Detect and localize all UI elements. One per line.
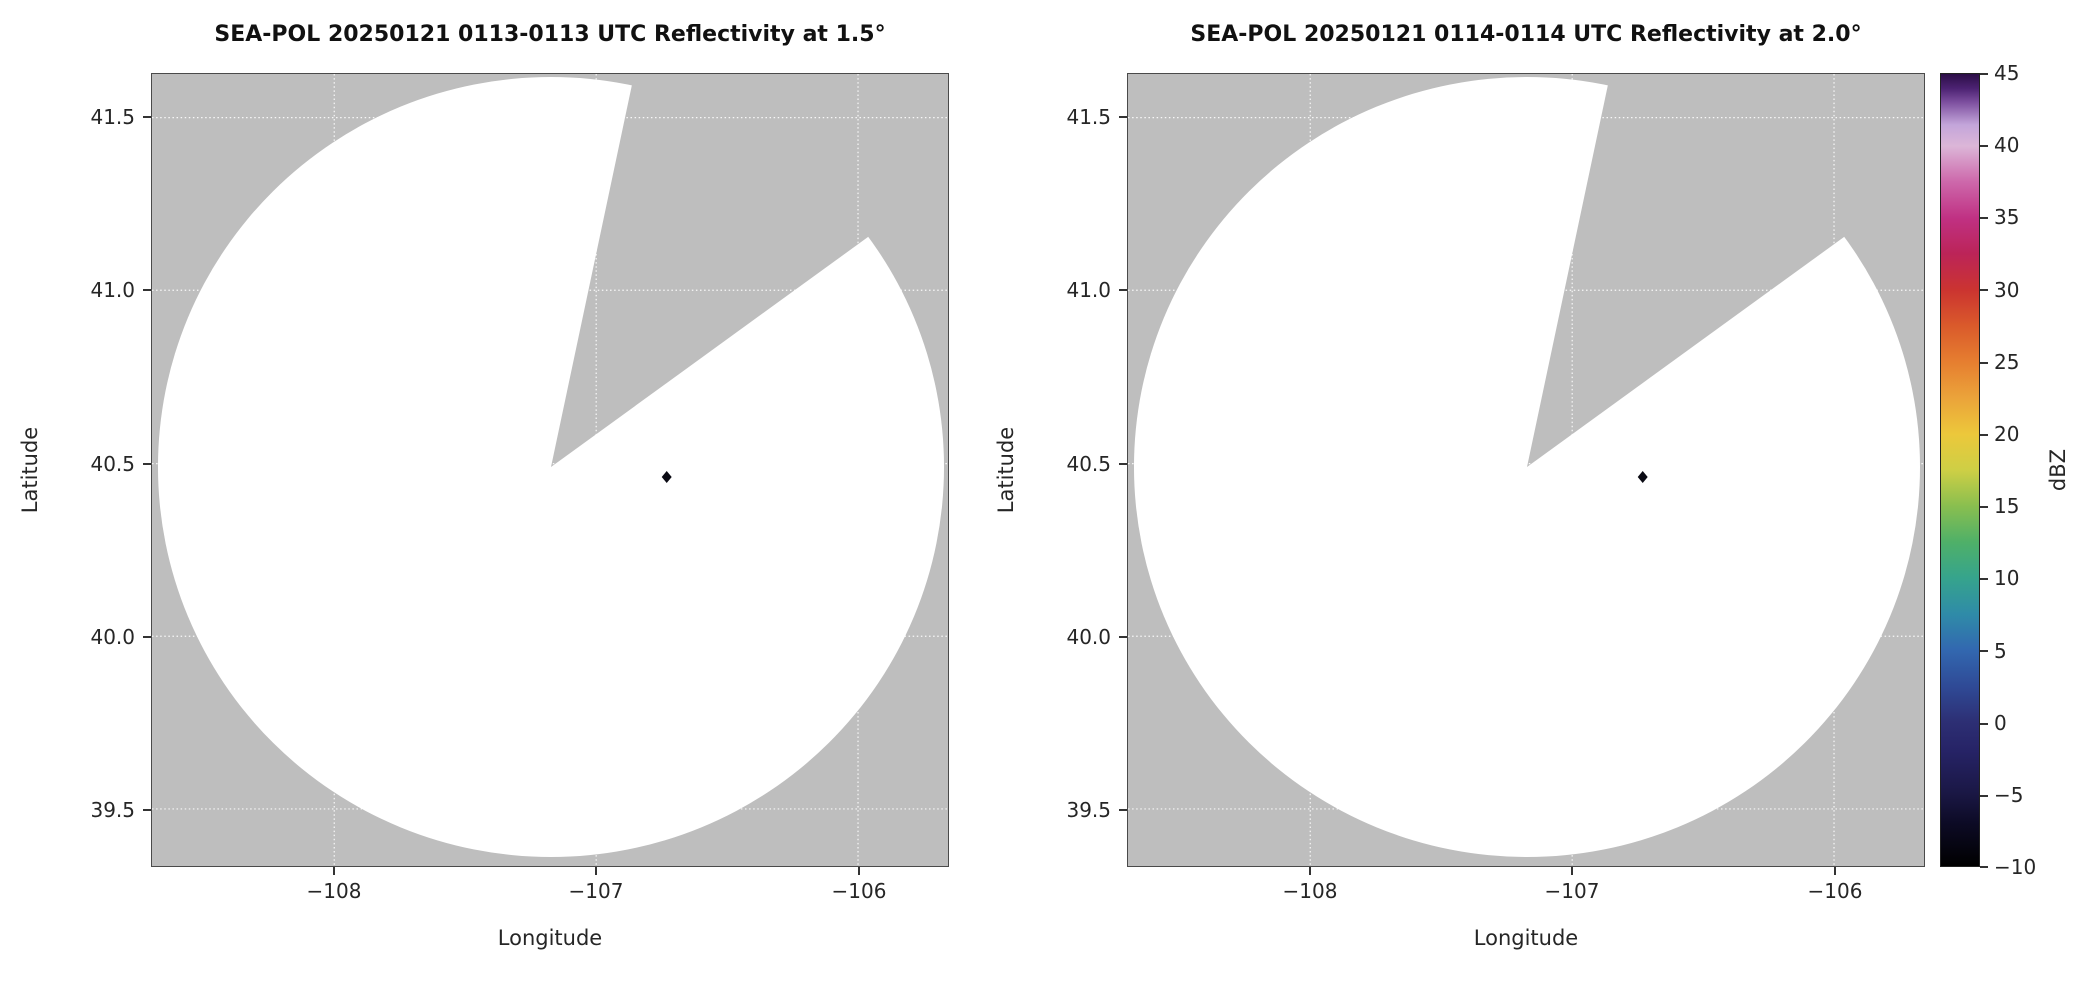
colorbar-tick-mark (1980, 217, 1988, 219)
radar-panel-left: SEA-POL 20250121 0113-0113 UTC Reflectiv… (0, 0, 1000, 990)
y-tick-mark (1119, 636, 1127, 638)
colorbar-tick-mark (1980, 506, 1988, 508)
y-tick-mark (1119, 116, 1127, 118)
y-tick-label: 40.5 (90, 452, 135, 476)
plot-area (151, 73, 949, 867)
colorbar-tick-label: 35 (1994, 205, 2020, 229)
x-tick-label: −106 (831, 879, 887, 903)
y-tick-mark (143, 116, 151, 118)
y-tick-label: 41.5 (1066, 105, 1111, 129)
x-tick-label: −107 (1544, 879, 1600, 903)
y-tick-mark (1119, 289, 1127, 291)
y-tick-mark (143, 289, 151, 291)
colorbar-axis-label: dBZ (2046, 448, 2070, 492)
colorbar-tick-mark (1980, 578, 1988, 580)
x-axis-label: Longitude (497, 926, 603, 950)
y-tick-label: 40.0 (90, 625, 135, 649)
y-tick-mark (143, 463, 151, 465)
radar-ppi-plot (1128, 74, 1924, 866)
radar-ppi-plot (152, 74, 948, 866)
colorbar-tick-mark (1980, 73, 1988, 75)
colorbar-tick-label: 20 (1994, 422, 2020, 446)
colorbar-tick-label: 45 (1994, 61, 2020, 85)
colorbar-tick-mark (1980, 362, 1988, 364)
x-axis-label: Longitude (1473, 926, 1579, 950)
y-tick-mark (1119, 809, 1127, 811)
x-tick-mark (1571, 867, 1573, 875)
y-tick-mark (143, 809, 151, 811)
x-tick-label: −106 (1807, 879, 1863, 903)
colorbar-tick-label: −5 (1994, 783, 2024, 807)
x-tick-label: −108 (306, 879, 362, 903)
colorbar-tick-label: −10 (1994, 855, 2037, 879)
y-tick-label: 41.5 (90, 105, 135, 129)
colorbar-tick-mark (1980, 434, 1988, 436)
y-tick-label: 41.0 (90, 278, 135, 302)
colorbar-tick-mark (1980, 145, 1988, 147)
y-tick-label: 40.5 (1066, 452, 1111, 476)
y-tick-label: 39.5 (1066, 798, 1111, 822)
x-tick-mark (595, 867, 597, 875)
x-tick-label: −107 (568, 879, 624, 903)
plot-title: SEA-POL 20250121 0114-0114 UTC Reflectiv… (1190, 22, 1862, 47)
colorbar-tick-mark (1980, 289, 1988, 291)
colorbar-tick-label: 30 (1994, 278, 2020, 302)
x-tick-mark (1834, 867, 1836, 875)
colorbar-tick-label: 5 (1994, 639, 2007, 663)
y-axis-label: Latitude (18, 426, 42, 514)
x-tick-label: −108 (1282, 879, 1338, 903)
x-tick-mark (333, 867, 335, 875)
y-tick-label: 40.0 (1066, 625, 1111, 649)
colorbar-tick-label: 10 (1994, 566, 2020, 590)
colorbar-gradient (1940, 73, 1980, 867)
radar-echo-dot (1637, 470, 1648, 483)
colorbar-tick-label: 25 (1994, 350, 2020, 374)
missing-sector-wedge (550, 74, 948, 468)
plot-area (1127, 73, 1925, 867)
y-tick-mark (1119, 463, 1127, 465)
gridlines (152, 74, 948, 866)
x-tick-mark (1309, 867, 1311, 875)
radar-echo-dot (661, 470, 672, 483)
colorbar-tick-mark (1980, 650, 1988, 652)
missing-sector-wedge (1526, 74, 1924, 468)
y-axis-label: Latitude (994, 426, 1018, 514)
x-tick-mark (858, 867, 860, 875)
colorbar-tick-label: 40 (1994, 133, 2020, 157)
y-tick-label: 41.0 (1066, 278, 1111, 302)
colorbar-tick-mark (1980, 795, 1988, 797)
radar-panel-right: SEA-POL 20250121 0114-0114 UTC Reflectiv… (976, 0, 1976, 990)
colorbar-tick-mark (1980, 723, 1988, 725)
y-tick-mark (143, 636, 151, 638)
colorbar-tick-label: 0 (1994, 711, 2007, 735)
gridlines (1128, 74, 1924, 866)
y-tick-label: 39.5 (90, 798, 135, 822)
colorbar-tick-label: 15 (1994, 494, 2020, 518)
colorbar-tick-mark (1980, 866, 1988, 868)
plot-title: SEA-POL 20250121 0113-0113 UTC Reflectiv… (214, 22, 886, 47)
